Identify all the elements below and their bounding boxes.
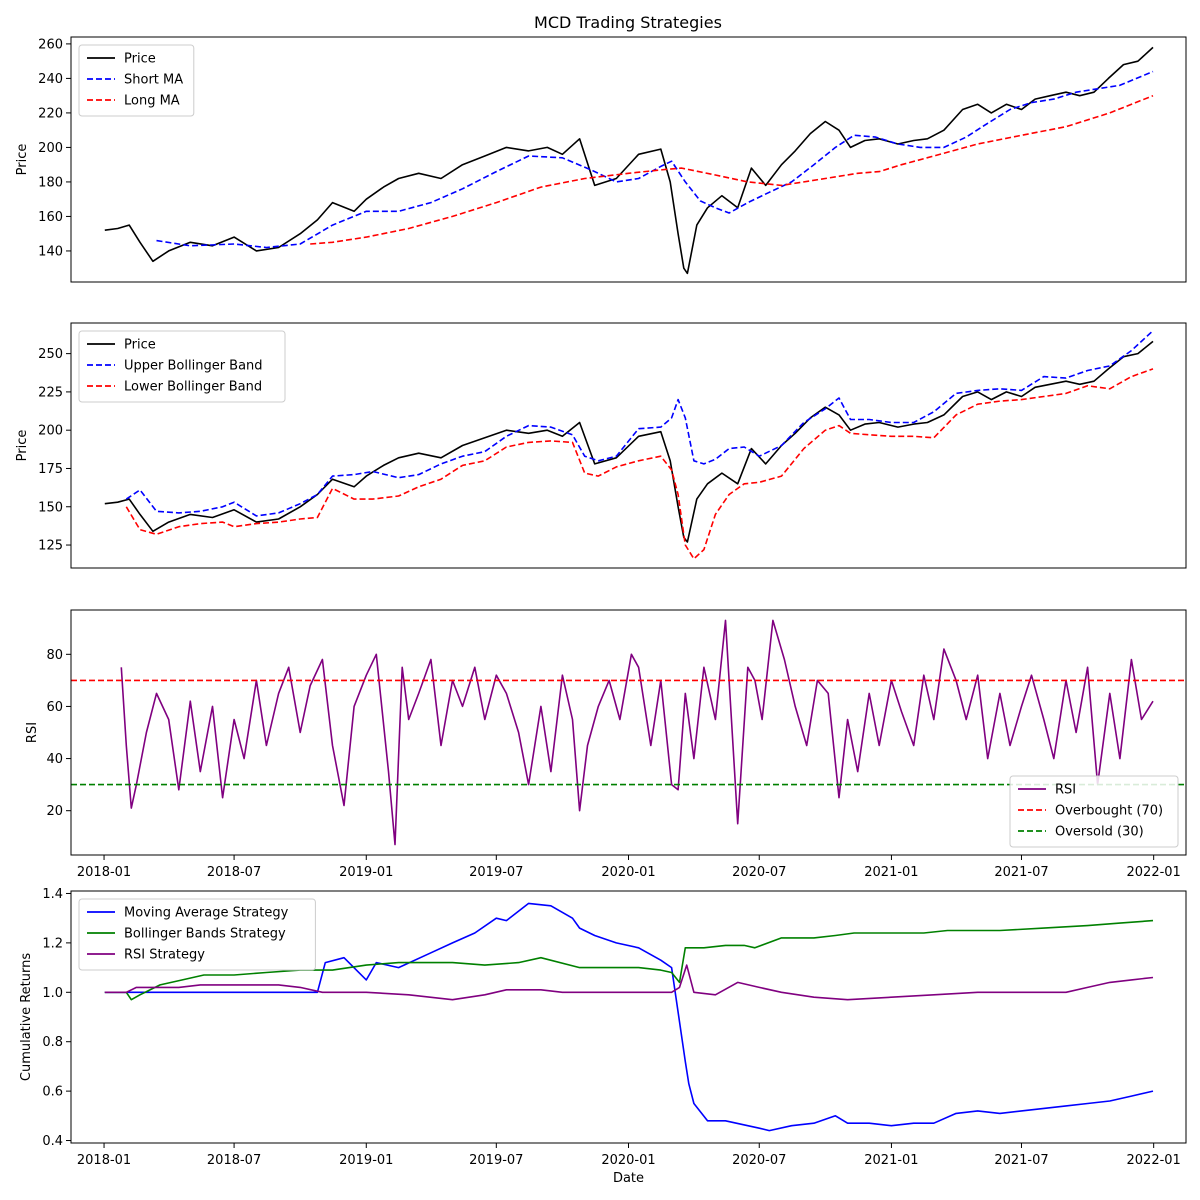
legend: Price Short MA Long MA — [78, 44, 195, 117]
legend-label-moving-average-strategy: Moving Average Strategy — [124, 906, 289, 921]
y-tick-label: 240 — [38, 72, 63, 87]
series-line-short-ma — [156, 70, 1154, 249]
axes-frame — [70, 36, 1187, 283]
legend-label-price: Price — [124, 52, 156, 67]
x-tick-label: 2019-07 — [469, 865, 523, 880]
x-tick-label: 2020-07 — [732, 1153, 786, 1168]
series-line-rsi-strategy — [104, 964, 1154, 1001]
x-tick-label: 2020-07 — [732, 865, 786, 880]
y-tick-label: 140 — [38, 244, 63, 259]
series-group — [71, 619, 1186, 846]
y-axis-label: Price — [15, 144, 30, 176]
legend-label-price: Price — [124, 338, 156, 353]
y-tick-label: 260 — [38, 37, 63, 52]
series-line-upper-bollinger-band — [125, 330, 1154, 517]
y-tick-label: 1.2 — [42, 936, 63, 951]
x-tick-label: 2021-01 — [864, 1153, 918, 1168]
legend-label-oversold-30: Oversold (30) — [1055, 825, 1144, 840]
x-tick-label: 2022-01 — [1127, 1153, 1181, 1168]
series-group — [104, 330, 1154, 560]
x-tick-label: 2018-07 — [207, 865, 261, 880]
x-tick-label: 2019-01 — [339, 865, 393, 880]
y-tick-label: 175 — [38, 462, 63, 477]
x-tick-label: 2018-01 — [77, 1153, 131, 1168]
y-tick-label: 1.4 — [42, 887, 63, 902]
y-tick-label: 250 — [38, 347, 63, 362]
x-tick-label: 2019-07 — [469, 1153, 523, 1168]
legend-frame — [78, 44, 195, 117]
x-tick-label: 2018-01 — [77, 865, 131, 880]
legend-label-long-ma: Long MA — [124, 94, 180, 109]
x-axis-label: Date — [613, 1171, 644, 1186]
series-line-rsi — [120, 619, 1154, 846]
y-tick-label: 0.8 — [42, 1035, 63, 1050]
legend-label-short-ma: Short MA — [124, 73, 183, 88]
legend-label-lower-bollinger-band: Lower Bollinger Band — [124, 380, 262, 395]
y-tick-label: 20 — [46, 804, 63, 819]
series-line-moving-average-strategy — [104, 902, 1154, 1132]
chart-ma: 140 160 180 200 220 240 260 Price Price Short MA L… — [15, 36, 1187, 283]
series-line-lower-bollinger-band — [125, 368, 1154, 560]
legend-label-rsi: RSI — [1055, 783, 1076, 798]
chart-bb: 125 150 175 200 225 250 Price Price Upper Bollin… — [15, 322, 1187, 569]
y-tick-label: 200 — [38, 141, 63, 156]
y-axis-label: Price — [15, 430, 30, 462]
y-tick-label: 60 — [46, 700, 63, 715]
y-tick-label: 225 — [38, 385, 63, 400]
y-axis-label: Cumulative Returns — [19, 953, 34, 1081]
legend-label-upper-bollinger-band: Upper Bollinger Band — [124, 359, 263, 374]
legend-label-overbought-70: Overbought (70) — [1055, 804, 1163, 819]
legend-frame — [78, 330, 286, 403]
y-tick-label: 150 — [38, 500, 63, 515]
series-group — [104, 46, 1154, 275]
y-tick-label: 40 — [46, 752, 63, 767]
legend-label-rsi-strategy: RSI Strategy — [124, 948, 205, 963]
x-tick-label: 2022-01 — [1127, 865, 1181, 880]
x-tick-label: 2018-07 — [207, 1153, 261, 1168]
y-tick-label: 0.4 — [42, 1134, 63, 1149]
y-tick-label: 80 — [46, 648, 63, 663]
legend-label-bollinger-bands-strategy: Bollinger Bands Strategy — [124, 927, 286, 942]
legend: RSI Overbought (70) Oversold (30) — [1009, 775, 1179, 848]
axes-frame — [70, 322, 1187, 569]
y-tick-label: 0.6 — [42, 1085, 63, 1100]
x-tick-label: 2020-01 — [601, 865, 655, 880]
series-line-long-ma — [310, 94, 1154, 245]
y-tick-label: 125 — [38, 539, 63, 554]
y-tick-label: 200 — [38, 424, 63, 439]
legend: Moving Average Strategy Bollinger Bands S… — [78, 898, 316, 971]
x-tick-label: 2021-01 — [864, 865, 918, 880]
legend-frame — [1009, 775, 1179, 848]
legend: Price Upper Bollinger Band Lower Bollinger… — [78, 330, 286, 403]
x-tick-label: 2020-01 — [601, 1153, 655, 1168]
y-tick-label: 220 — [38, 106, 63, 121]
legend-frame — [78, 898, 316, 971]
y-tick-label: 180 — [38, 175, 63, 190]
x-tick-label: 2021-07 — [994, 865, 1048, 880]
y-axis-label: RSI — [25, 722, 40, 743]
chart-returns: 0.4 0.6 0.8 1.0 1.2 1.4 2018-01 2018-07 2019-01 2… — [19, 887, 1187, 1186]
x-tick-label: 2019-01 — [339, 1153, 393, 1168]
subplots: 140 160 180 200 220 240 260 Price Price Short MA L… — [15, 36, 1187, 1186]
figure-title: MCD Trading Strategies — [534, 13, 722, 32]
series-line-price — [104, 46, 1154, 275]
y-tick-label: 160 — [38, 210, 63, 225]
y-tick-label: 1.0 — [42, 986, 63, 1001]
series-line-bollinger-bands-strategy — [104, 919, 1154, 1001]
series-group — [104, 902, 1154, 1132]
chart-rsi: 20 40 60 80 2018-01 2018-07 2019-01 2019-07 2020… — [25, 609, 1187, 880]
x-tick-label: 2021-07 — [994, 1153, 1048, 1168]
